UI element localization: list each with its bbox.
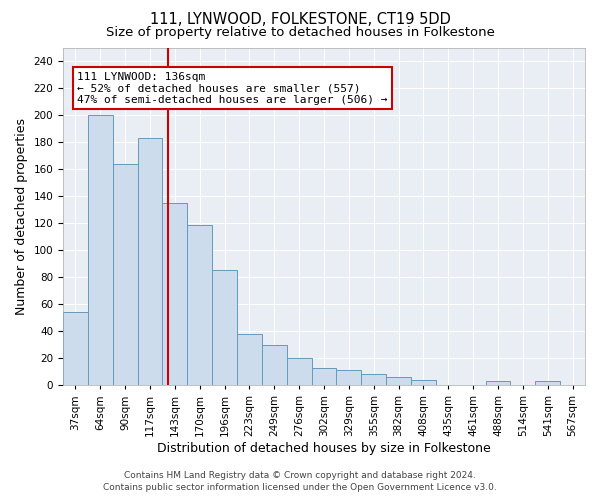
X-axis label: Distribution of detached houses by size in Folkestone: Distribution of detached houses by size … — [157, 442, 491, 455]
Bar — [113, 164, 137, 386]
Y-axis label: Number of detached properties: Number of detached properties — [15, 118, 28, 315]
Bar — [287, 358, 311, 386]
Bar — [386, 377, 411, 386]
Bar — [411, 380, 436, 386]
Bar — [137, 138, 163, 386]
Bar — [485, 381, 511, 386]
Bar — [337, 370, 361, 386]
Text: 111, LYNWOOD, FOLKESTONE, CT19 5DD: 111, LYNWOOD, FOLKESTONE, CT19 5DD — [149, 12, 451, 28]
Text: 111 LYNWOOD: 136sqm
← 52% of detached houses are smaller (557)
47% of semi-detac: 111 LYNWOOD: 136sqm ← 52% of detached ho… — [77, 72, 388, 105]
Bar — [361, 374, 386, 386]
Bar — [88, 115, 113, 386]
Bar — [535, 381, 560, 386]
Bar — [163, 203, 187, 386]
Bar — [237, 334, 262, 386]
Bar — [311, 368, 337, 386]
Bar — [212, 270, 237, 386]
Bar — [63, 312, 88, 386]
Bar — [187, 224, 212, 386]
Text: Contains HM Land Registry data © Crown copyright and database right 2024.
Contai: Contains HM Land Registry data © Crown c… — [103, 471, 497, 492]
Bar — [262, 345, 287, 386]
Text: Size of property relative to detached houses in Folkestone: Size of property relative to detached ho… — [106, 26, 494, 39]
